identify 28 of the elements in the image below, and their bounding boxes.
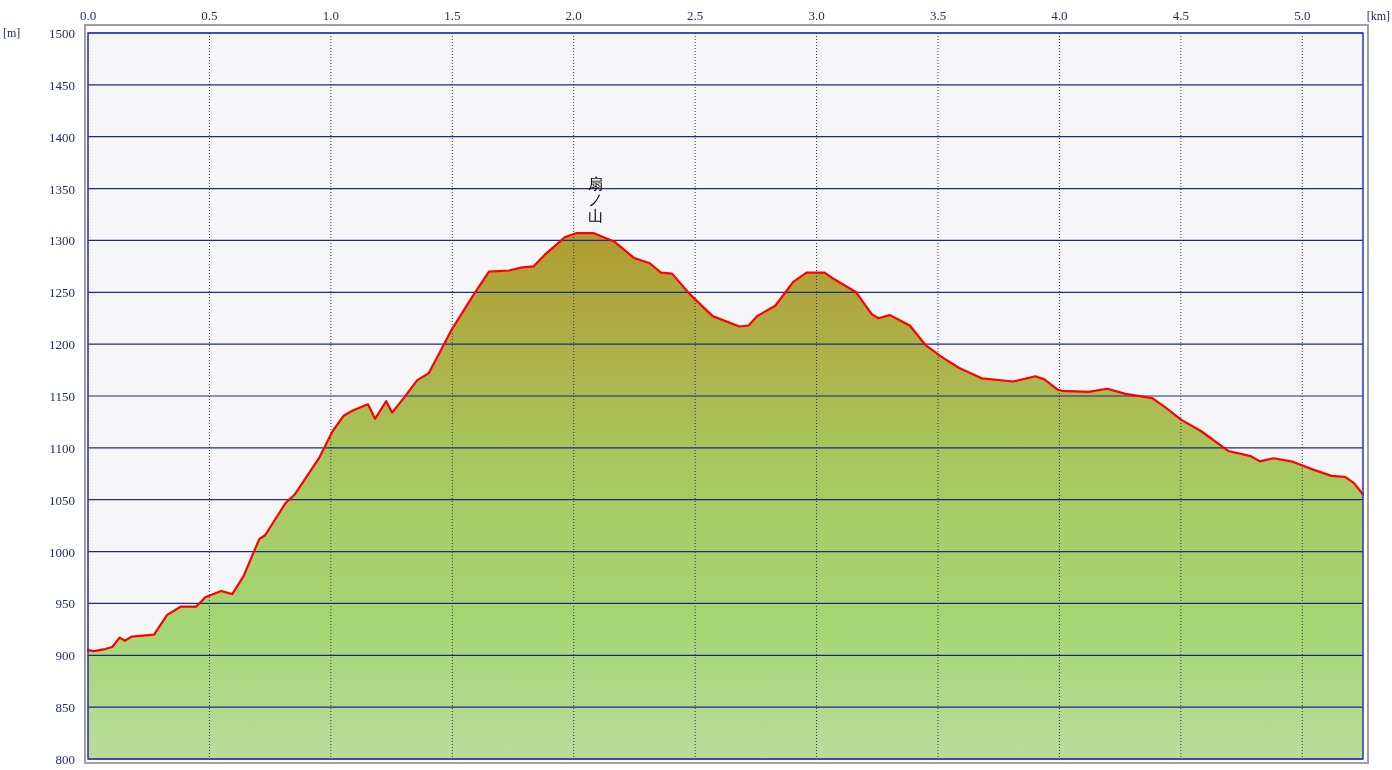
- x-tick-label: 0.5: [201, 8, 218, 23]
- y-tick-label: 1100: [49, 440, 75, 456]
- y-tick-label: 1250: [49, 285, 75, 301]
- x-tick-label: 5.0: [1294, 8, 1311, 23]
- y-tick-label: 800: [55, 752, 75, 767]
- y-tick-label: 1350: [49, 181, 75, 197]
- x-tick-label: 2.0: [565, 8, 582, 23]
- x-tick-label: 4.0: [1051, 8, 1068, 23]
- y-tick-label: 1500: [49, 26, 75, 41]
- x-tick-label: 3.5: [929, 8, 947, 23]
- y-tick-label: 950: [55, 596, 75, 612]
- y-tick-label: 1200: [49, 337, 75, 353]
- y-axis-title: [m]: [3, 26, 21, 40]
- y-tick-label: 1150: [49, 389, 75, 404]
- x-tick-label: 1.0: [322, 8, 339, 23]
- x-tick-label: 4.5: [1172, 8, 1189, 23]
- y-tick-label: 1050: [49, 492, 75, 508]
- y-tick-label: 1000: [49, 544, 75, 560]
- x-tick-label: 3.0: [808, 8, 825, 23]
- y-tick-label: 850: [55, 700, 75, 716]
- x-axis-title: [km]: [1366, 9, 1390, 23]
- x-tick-label: 2.5: [687, 8, 704, 23]
- y-tick-label: 1400: [49, 129, 75, 145]
- y-tick-label: 1300: [49, 233, 75, 249]
- x-tick-label: 0.0: [79, 8, 97, 23]
- y-tick-label: 1450: [49, 77, 75, 93]
- x-tick-label: 1.5: [444, 8, 461, 23]
- y-tick-label: 900: [55, 648, 75, 664]
